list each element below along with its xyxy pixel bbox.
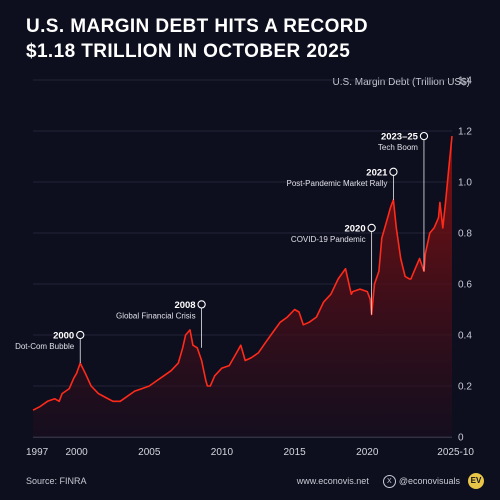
- x-tick-label: 2010: [211, 447, 234, 458]
- x-tick-label: 2020: [356, 447, 379, 458]
- annotation-marker: [389, 167, 398, 176]
- y-tick-label: 1.4: [458, 76, 472, 87]
- y-axis-ticks: 0 0.2 0.4 0.6 0.8 1.0 1.2 1.4: [458, 76, 472, 444]
- annotation-year: 2023–25: [381, 132, 419, 143]
- y-tick-label: 1.0: [458, 178, 472, 189]
- source-text: Source: FINRA: [26, 476, 87, 486]
- annotation-text: Tech Boom: [378, 143, 418, 152]
- social-handle[interactable]: X @econovisuals: [382, 474, 460, 488]
- x-tick-label: 2015: [283, 447, 306, 458]
- econovis-logo: EV: [468, 473, 484, 489]
- plot-area: [32, 136, 453, 437]
- annotation-year: 2021: [366, 167, 388, 178]
- annotation-marker: [197, 300, 206, 309]
- chart-title: U.S. MARGIN DEBT HITS A RECORD $1.18 TRI…: [26, 14, 368, 64]
- annotation-text: COVID-19 Pandemic: [291, 235, 366, 244]
- title-line-2: $1.18 TRILLION IN OCTOBER 2025: [26, 41, 351, 62]
- annotation-text: Dot-Com Bubble: [15, 342, 75, 351]
- y-axis-label: U.S. Margin Debt (Trillion US$): [332, 77, 470, 88]
- annotation-year: 2020: [344, 223, 365, 234]
- y-tick-label: 0.8: [458, 229, 472, 240]
- footer: Source: FINRA www.econovis.net X @econov…: [26, 473, 484, 489]
- y-tick-label: 1.2: [458, 127, 472, 138]
- y-tick-label: 0.2: [458, 382, 472, 393]
- annotation-year: 2008: [174, 300, 195, 311]
- annotation-year: 2000: [53, 331, 74, 342]
- y-tick-label: 0.4: [458, 331, 472, 342]
- x-tick-label: 2005: [138, 447, 161, 458]
- y-tick-label: 0.6: [458, 280, 472, 291]
- annotation-text: Global Financial Crisis: [116, 311, 196, 320]
- annotation-marker: [367, 223, 376, 233]
- series-line: [32, 136, 453, 411]
- x-axis-ticks: 1997 2000 2005 2010 2015 2020 2025-10: [26, 447, 474, 458]
- handle-text: @econovisuals: [398, 476, 460, 486]
- website-link[interactable]: www.econovis.net: [296, 476, 369, 486]
- x-tick-label: 2000: [65, 447, 88, 458]
- x-logo-icon: X: [382, 474, 396, 488]
- y-tick-label: 0: [458, 433, 464, 444]
- area-fill: [33, 136, 452, 437]
- annotation-marker: [419, 131, 429, 141]
- x-tick-label: 2025-10: [437, 447, 474, 458]
- x-tick-label: 1997: [26, 447, 49, 458]
- title-line-1: U.S. MARGIN DEBT HITS A RECORD: [26, 16, 369, 37]
- annotation-marker: [76, 330, 85, 340]
- annotation-text: Post-Pandemic Market Rally: [287, 179, 388, 188]
